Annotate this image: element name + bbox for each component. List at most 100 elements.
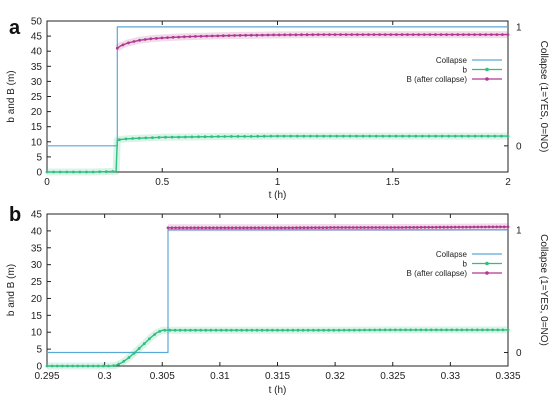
data-point <box>291 328 295 332</box>
data-point <box>446 225 449 229</box>
data-point <box>328 134 332 138</box>
y-tick-label: 10 <box>31 328 43 339</box>
data-point <box>250 328 254 332</box>
data-point <box>260 328 264 332</box>
data-point <box>210 135 214 139</box>
data-point <box>427 225 431 229</box>
y-tick-label: 45 <box>31 32 43 43</box>
data-point <box>475 328 479 332</box>
data-point <box>296 328 300 332</box>
data-point <box>496 328 500 332</box>
data-point <box>283 33 287 37</box>
data-point <box>194 35 197 38</box>
data-point <box>385 226 389 229</box>
data-point <box>421 134 424 138</box>
data-point <box>214 328 218 332</box>
data-point <box>168 328 172 332</box>
data-point <box>45 364 49 368</box>
data-point <box>230 226 234 230</box>
data-point <box>434 33 437 36</box>
data-point <box>378 33 381 36</box>
y-tick-label: 30 <box>31 260 43 271</box>
data-point <box>204 226 208 230</box>
data-point <box>367 33 370 36</box>
data-point <box>438 225 442 229</box>
data-point <box>400 226 404 229</box>
data-point <box>127 356 131 359</box>
data-point <box>374 134 378 138</box>
data-point <box>499 225 502 229</box>
data-point <box>236 135 240 138</box>
data-point <box>350 33 354 36</box>
data-point <box>311 33 315 37</box>
y-tick-label: 25 <box>31 92 43 103</box>
data-point <box>445 328 448 332</box>
data-point <box>322 33 326 36</box>
data-point <box>302 226 306 230</box>
x-tick-label: 0.3 <box>98 371 112 382</box>
data-point <box>414 134 418 138</box>
data-point <box>484 33 488 36</box>
data-point <box>166 226 170 230</box>
data-point <box>489 33 493 36</box>
y2-tick-label: 1 <box>516 225 522 236</box>
data-point <box>221 34 225 38</box>
data-point <box>294 33 298 37</box>
y-tick-label: 20 <box>31 294 43 305</box>
y-tick-label: 35 <box>31 243 43 254</box>
data-point <box>196 226 200 230</box>
data-point <box>309 134 312 138</box>
data-point <box>112 364 115 367</box>
y-tick-label: 50 <box>31 17 43 28</box>
data-point <box>71 364 74 368</box>
data-point <box>440 328 443 332</box>
legend-label: B (after collapse) <box>407 269 468 278</box>
panel-letter-a: a <box>9 17 21 39</box>
data-point <box>45 170 49 174</box>
data-point <box>233 34 236 37</box>
data-point <box>401 134 404 138</box>
y-tick-label: 45 <box>31 210 43 221</box>
data-point <box>472 225 476 229</box>
data-point <box>419 328 423 332</box>
data-point <box>173 328 177 332</box>
data-point <box>164 135 167 139</box>
data-point <box>461 33 465 36</box>
data-point <box>283 226 287 230</box>
data-point <box>205 34 209 38</box>
data-point <box>493 134 497 138</box>
y2-tick-label: 1 <box>516 22 522 33</box>
data-point <box>230 135 233 138</box>
legend-label: b <box>463 260 468 269</box>
data-point <box>427 134 431 138</box>
data-point <box>363 328 366 332</box>
data-point <box>394 134 398 138</box>
x-tick-label: 0 <box>44 177 50 188</box>
data-point <box>227 34 231 37</box>
data-point <box>450 328 454 332</box>
data-point <box>276 328 279 332</box>
data-point <box>393 328 397 332</box>
series-line <box>47 329 508 367</box>
data-point <box>219 226 223 230</box>
data-point <box>344 33 348 36</box>
data-point <box>457 225 461 229</box>
data-point <box>76 364 80 368</box>
data-point <box>409 328 413 332</box>
y-tick-label: 10 <box>31 137 43 148</box>
data-point <box>255 328 259 332</box>
data-point <box>310 226 313 230</box>
data-point <box>491 225 495 229</box>
data-point <box>276 226 279 230</box>
data-point <box>107 364 110 368</box>
y-tick-label: 20 <box>31 107 43 118</box>
data-point <box>329 226 332 229</box>
data-point <box>389 226 393 229</box>
x-tick-label: 0.325 <box>380 371 405 382</box>
data-point <box>358 328 361 332</box>
data-point <box>223 135 227 138</box>
data-point <box>347 226 351 229</box>
data-point <box>491 328 494 332</box>
x-tick-label: 0.305 <box>150 371 175 382</box>
